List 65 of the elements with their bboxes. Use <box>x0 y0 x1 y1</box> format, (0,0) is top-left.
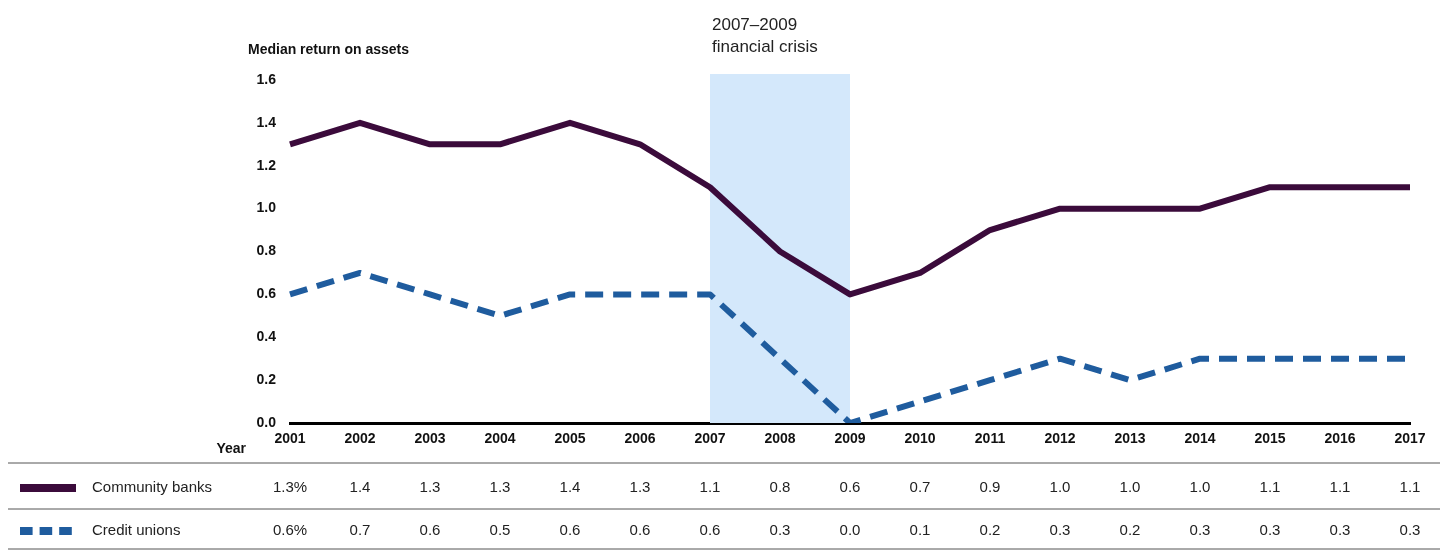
data-label: 1.0 <box>1049 478 1071 496</box>
data-label: 0.3 <box>769 521 791 539</box>
data-label: 0.8 <box>769 478 791 496</box>
x-tick-label: 2016 <box>1324 430 1356 447</box>
y-tick-label: 0.2 <box>256 370 277 387</box>
data-label: 0.1 <box>909 521 931 539</box>
data-label: 1.4 <box>559 478 581 496</box>
y-tick-label: 1.0 <box>256 199 277 216</box>
data-label: 1.0 <box>1189 478 1211 496</box>
data-label: 1.3 <box>629 478 651 496</box>
data-label: 0.6 <box>629 521 651 539</box>
data-label: 0.6 <box>419 521 441 539</box>
data-label: 0.9 <box>979 478 1001 496</box>
data-label: 0.3 <box>1399 521 1421 539</box>
y-tick-label: 1.2 <box>256 156 277 173</box>
data-label: 1.1 <box>1259 478 1281 496</box>
data-label: 1.1 <box>1399 478 1421 496</box>
data-label: 1.3 <box>419 478 441 496</box>
data-label: 1.1 <box>1329 478 1351 496</box>
y-tick-label: 0.0 <box>256 413 277 430</box>
x-tick-label: 2007 <box>694 430 726 447</box>
data-label: 0.5 <box>489 521 511 539</box>
data-label: 1.1 <box>699 478 721 496</box>
x-tick-label: 2005 <box>554 430 586 447</box>
data-label: 1.4 <box>349 478 371 496</box>
data-label: 0.7 <box>349 521 371 539</box>
x-tick-label: 2017 <box>1394 430 1426 447</box>
x-tick-label: 2010 <box>904 430 936 447</box>
data-label: 0.6% <box>272 521 308 539</box>
data-label: 0.0 <box>839 521 861 539</box>
x-tick-label: 2014 <box>1184 430 1216 447</box>
legend-label: Community banks <box>92 478 213 496</box>
y-tick-label: 0.6 <box>256 285 277 302</box>
data-label: 0.2 <box>1119 521 1141 539</box>
x-tick-label: 2001 <box>274 430 306 447</box>
x-tick-label: 2012 <box>1044 430 1076 447</box>
y-tick-label: 1.4 <box>256 113 277 130</box>
x-tick-label: 2003 <box>414 430 446 447</box>
data-label: 0.7 <box>909 478 931 496</box>
data-label: 1.0 <box>1119 478 1141 496</box>
data-label: 0.3 <box>1259 521 1281 539</box>
x-tick-label: 2002 <box>344 430 376 447</box>
x-axis-title: Year <box>216 439 247 456</box>
data-label: 0.3 <box>1329 521 1351 539</box>
x-tick-label: 2013 <box>1114 430 1146 447</box>
y-tick-label: 0.8 <box>256 242 277 259</box>
band-label: 2007–2009 financial crisis <box>712 15 818 56</box>
data-label: 0.3 <box>1189 521 1211 539</box>
y-tick-label: 1.6 <box>256 70 277 87</box>
data-label: 0.6 <box>839 478 861 496</box>
data-label: 0.6 <box>559 521 581 539</box>
legend-label: Credit unions <box>92 521 181 539</box>
y-tick-label: 0.4 <box>256 328 277 345</box>
data-label: 1.3 <box>489 478 511 496</box>
y-axis-title: Median return on assets <box>248 40 410 57</box>
x-tick-label: 2009 <box>834 430 866 447</box>
data-label: 1.3% <box>272 478 308 496</box>
data-label: 0.2 <box>979 521 1001 539</box>
x-tick-label: 2004 <box>484 430 516 447</box>
data-label: 0.6 <box>699 521 721 539</box>
x-tick-label: 2008 <box>764 430 796 447</box>
x-tick-label: 2011 <box>974 430 1006 447</box>
x-tick-label: 2015 <box>1254 430 1286 447</box>
x-tick-label: 2006 <box>624 430 656 447</box>
data-label: 0.3 <box>1049 521 1071 539</box>
